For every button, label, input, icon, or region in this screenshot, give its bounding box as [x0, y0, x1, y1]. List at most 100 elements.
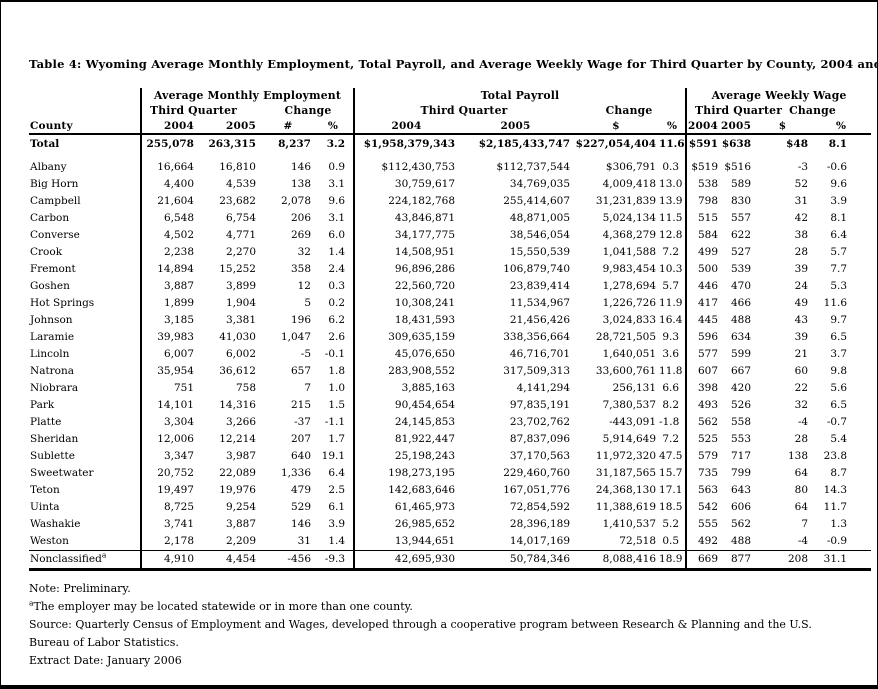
value-cell: 255,078	[146, 138, 195, 150]
value-cell: 6.6	[659, 380, 688, 397]
value-cell: 8.1	[828, 138, 848, 150]
value-cell: 24,368,130	[595, 484, 657, 496]
value-cell: 488	[731, 535, 752, 547]
value-cell: -0.6	[826, 161, 848, 173]
group-header-wage: Average Weekly Wage	[711, 89, 847, 102]
value-cell: 30,759,617	[394, 178, 456, 190]
county-cell: Uinta	[29, 499, 142, 516]
note-text: Source: Quarterly Census of Employment a…	[29, 618, 812, 649]
value-cell: 1,640,051	[602, 348, 657, 360]
subheader-wage-change: Change	[789, 104, 837, 117]
value-cell: 643	[731, 484, 752, 496]
county-cell: Johnson	[29, 312, 142, 329]
value-cell: 11,388,619	[595, 501, 657, 513]
value-cell: 3.9	[830, 195, 848, 207]
value-cell: 6.0	[313, 227, 356, 244]
value-cell: 6,002	[225, 348, 256, 360]
note-source: Source: Quarterly Census of Employment a…	[29, 616, 827, 652]
notes: Note: Preliminary. aThe employer may be …	[29, 580, 827, 670]
value-cell: 206	[290, 212, 311, 224]
value-cell: 555	[698, 518, 719, 530]
table-row: Teton 19,497 19,976 479 2.5 142,683,646 167,05…	[29, 482, 871, 499]
value-cell: 5.7	[830, 246, 848, 258]
wyoming-county-table: Average Monthly Employment Total Payroll…	[29, 88, 872, 571]
value-cell: 417	[698, 297, 719, 309]
value-cell: 1,278,694	[602, 280, 657, 292]
value-cell: 2,238	[163, 246, 194, 258]
value-cell: 138	[788, 450, 809, 462]
value-cell: 9,254	[225, 501, 256, 513]
value-cell: 16,664	[157, 161, 194, 173]
page-content: Table 4: Wyoming Average Monthly Employm…	[1, 2, 878, 670]
value-cell: 81,922,447	[394, 433, 456, 445]
county-cell: Fremont	[29, 261, 142, 278]
county-cell: Big Horn	[29, 176, 142, 193]
value-cell: 17.1	[659, 482, 688, 499]
value-cell: 4,910	[141, 550, 201, 571]
value-cell: 557	[731, 212, 752, 224]
value-cell: 64	[794, 467, 809, 479]
value-cell: 38	[794, 229, 809, 241]
value-cell: 398	[698, 382, 719, 394]
value-cell: 9,983,454	[602, 263, 657, 275]
value-cell: $227,054,404	[575, 138, 657, 150]
value-cell: 317,509,313	[503, 365, 571, 377]
value-cell: 39,983	[157, 331, 194, 343]
value-cell: 18.5	[659, 499, 688, 516]
value-cell: 22,560,720	[394, 280, 456, 292]
table-row: Big Horn 4,400 4,539 138 3.1 30,759,617 34,769…	[29, 176, 871, 193]
value-cell: 97,835,191	[509, 399, 571, 411]
value-cell: 562	[698, 416, 719, 428]
value-cell: 338,356,664	[503, 331, 571, 343]
value-cell: 553	[731, 433, 752, 445]
value-cell: -0.1	[313, 346, 356, 363]
value-cell: 90,454,654	[394, 399, 456, 411]
value-cell: 6.5	[830, 399, 848, 411]
value-cell: 5,914,649	[602, 433, 657, 445]
value-cell: 589	[731, 178, 752, 190]
value-cell: 7,380,537	[602, 399, 657, 411]
value-cell: 562	[731, 518, 752, 530]
subheader-emp-third-quarter: Third Quarter	[150, 104, 238, 117]
value-cell: 4,368,279	[602, 229, 657, 241]
value-cell: 269	[290, 229, 311, 241]
value-cell: 34,769,035	[509, 178, 571, 190]
county-superscript: a	[101, 550, 107, 560]
value-cell: 263,315	[208, 138, 257, 150]
value-cell: 3,185	[163, 314, 194, 326]
value-cell: 3,887	[163, 280, 194, 292]
note-text: Note: Preliminary.	[29, 582, 131, 595]
value-cell: 525	[698, 433, 719, 445]
subheader-pay-third-quarter: Third Quarter	[420, 104, 508, 117]
table-row: Sweetwater 20,752 22,089 1,336 6.4 198,273,19…	[29, 465, 871, 482]
value-cell: 11.7	[823, 501, 848, 513]
value-cell: 13,944,651	[394, 535, 456, 547]
value-cell: 10,308,241	[394, 297, 456, 309]
note-extract-date: Extract Date: January 2006	[29, 652, 827, 670]
value-cell: 80	[794, 484, 809, 496]
value-cell: 669	[686, 550, 722, 571]
county-cell: Park	[29, 397, 142, 414]
value-cell: 8,237	[278, 138, 311, 150]
table-row: Platte 3,304 3,266 -37 -1.1 24,145,853 23,702,…	[29, 414, 871, 431]
value-cell: 558	[731, 416, 752, 428]
value-cell: 18,431,593	[394, 314, 456, 326]
spacer-cell	[29, 154, 142, 159]
value-cell: 283,908,552	[388, 365, 456, 377]
value-cell: 2.5	[313, 482, 356, 499]
value-cell: 72,518	[619, 535, 657, 547]
value-cell: $638	[721, 138, 752, 150]
value-cell: 5.7	[659, 278, 688, 295]
value-cell: 539	[731, 263, 752, 275]
value-cell: -37	[294, 416, 311, 428]
value-cell: 717	[731, 450, 752, 462]
value-cell: 41,030	[219, 331, 256, 343]
value-cell: 584	[698, 229, 719, 241]
value-cell: 21	[794, 348, 809, 360]
value-cell: 14,894	[157, 263, 194, 275]
value-cell: 420	[731, 382, 752, 394]
value-cell: 599	[731, 348, 752, 360]
value-cell: 42,695,930	[354, 550, 459, 571]
value-cell: 21,604	[157, 195, 194, 207]
